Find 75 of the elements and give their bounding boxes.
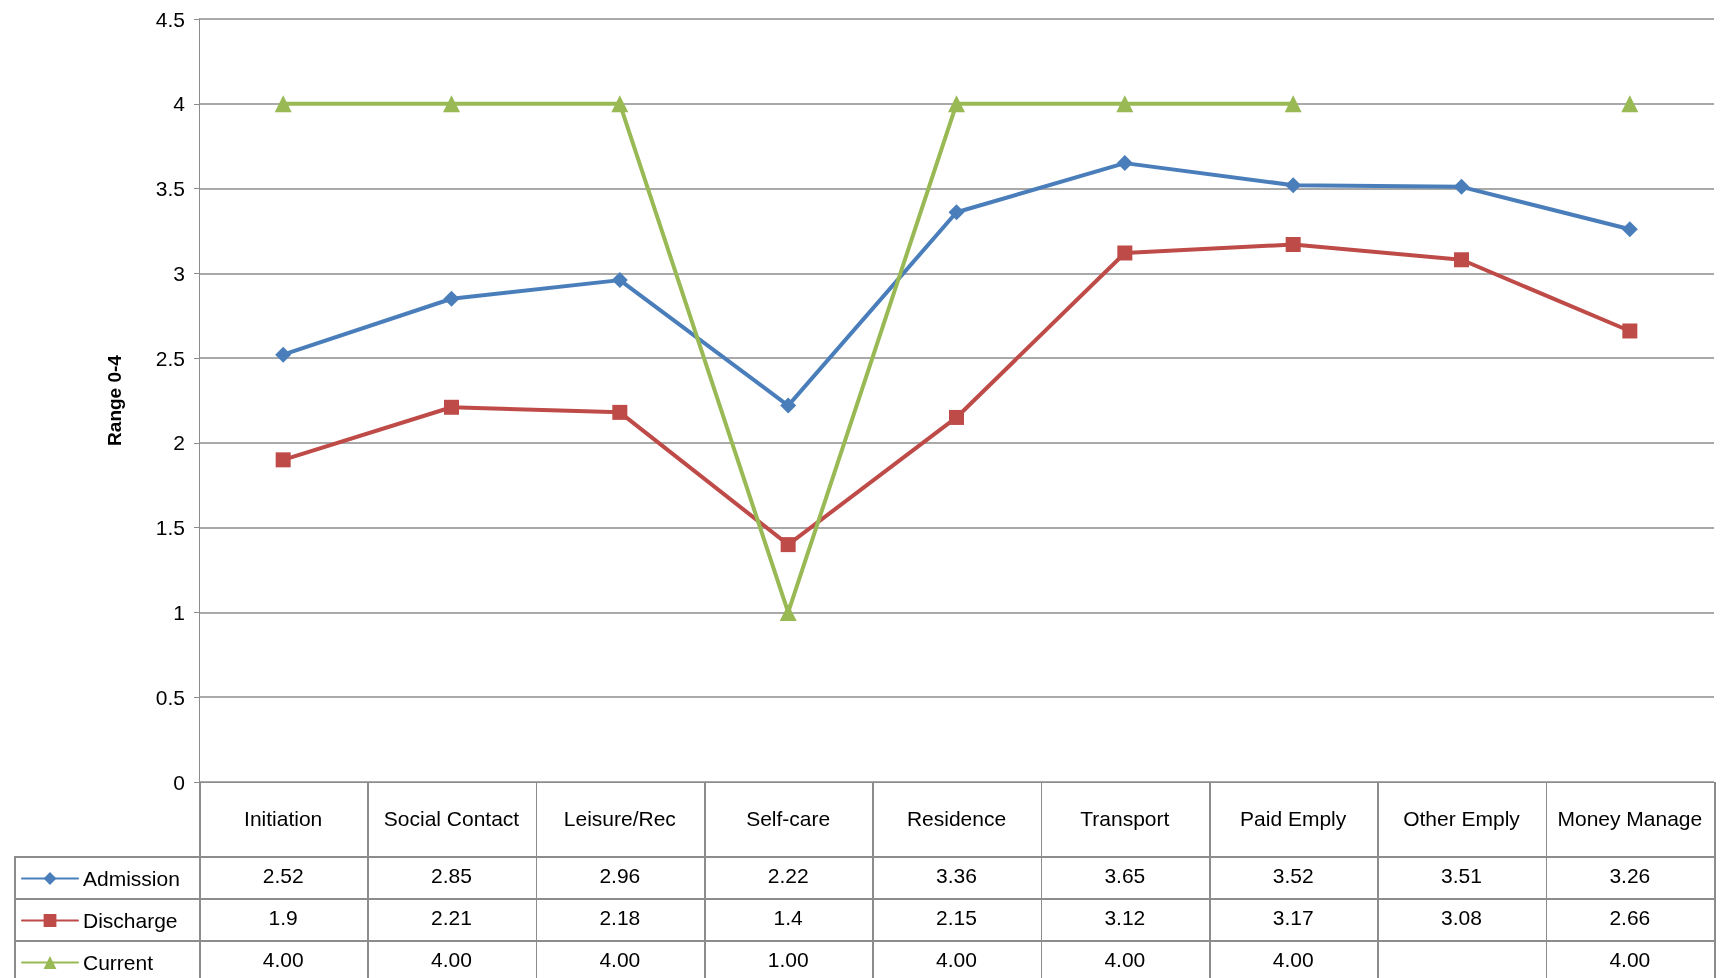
data-label: 4.00: [1608, 948, 1652, 972]
x-tick-label: Social Contact: [383, 807, 520, 830]
point: [1116, 95, 1134, 113]
y-tick-label: 3.5: [155, 177, 185, 201]
data-label: 2.18: [598, 906, 642, 930]
data-label: 2.96: [598, 864, 642, 888]
legend-label: Discharge: [83, 909, 178, 932]
point: [1116, 155, 1133, 172]
x-tick-label: Other Emply: [1403, 807, 1521, 830]
point: [779, 603, 797, 621]
y-tick-label: 2.5: [155, 346, 185, 370]
x-tick-label: Paid Emply: [1240, 807, 1347, 830]
data-label: 3.17: [1271, 906, 1315, 930]
point: [275, 346, 292, 363]
data-label: 2.85: [430, 864, 473, 888]
point: [948, 204, 965, 221]
point: [1285, 237, 1301, 253]
x-tick-label: Leisure/Rec: [563, 807, 676, 830]
point: [949, 409, 964, 425]
data-label: 1.00: [766, 948, 810, 972]
point: [1285, 177, 1302, 194]
point: [443, 290, 460, 307]
data-label: 1.9: [267, 906, 299, 930]
point: [1284, 95, 1302, 113]
point: [1621, 95, 1639, 113]
point: [780, 537, 796, 553]
data-label: 2.21: [430, 906, 473, 930]
point: [612, 404, 628, 420]
data-label: 3.26: [1608, 864, 1652, 888]
data-label: 3.52: [1271, 864, 1315, 888]
x-tick-label: Initiation: [244, 807, 323, 830]
point: [611, 95, 629, 113]
point: [443, 95, 460, 113]
x-tick-label: Money Manage: [1557, 807, 1703, 830]
point: [948, 95, 965, 113]
y-tick-label: 1: [173, 600, 185, 624]
y-tick-label: 4.5: [155, 7, 185, 31]
point: [1454, 252, 1469, 268]
y-tick-label: 1.5: [155, 516, 185, 540]
y-tick-label: 0: [173, 770, 185, 794]
x-tick-label: Self-care: [746, 807, 831, 830]
point: [444, 399, 459, 415]
data-label: 3.36: [935, 864, 978, 888]
data-label: 4.00: [261, 948, 305, 972]
point: [1453, 178, 1470, 195]
x-tick-label: Residence: [906, 807, 1007, 830]
data-label: 3.51: [1440, 864, 1483, 888]
data-label: 2.66: [1608, 906, 1652, 930]
data-label: 4.00: [1271, 948, 1315, 972]
y-tick-label: 2: [173, 431, 185, 455]
point: [1621, 221, 1638, 238]
point: [1117, 245, 1133, 261]
legend-label: Admission: [83, 867, 180, 890]
y-tick-label: 0.5: [155, 685, 185, 709]
point: [274, 95, 292, 113]
data-label: 2.22: [766, 864, 810, 888]
data-label: 1.4: [772, 906, 804, 930]
y-axis-title: Range 0-4: [104, 354, 125, 446]
data-label: 3.08: [1440, 906, 1483, 930]
data-label: 3.12: [1103, 906, 1147, 930]
point: [611, 272, 628, 289]
legend-label: Current: [83, 951, 154, 974]
y-tick-label: 4: [173, 92, 186, 116]
data-label: 4.00: [935, 948, 978, 972]
data-label: 4.00: [430, 948, 473, 972]
data-label: 2.15: [935, 906, 978, 930]
data-label: 3.65: [1103, 864, 1147, 888]
point: [780, 397, 797, 414]
x-tick-label: Transport: [1080, 807, 1170, 830]
data-label: 4.00: [1103, 948, 1147, 972]
point: [1622, 323, 1638, 339]
point: [275, 452, 291, 468]
y-tick-label: 3: [173, 261, 185, 285]
data-label: 2.52: [261, 864, 305, 888]
data-label: 4.00: [598, 948, 642, 972]
